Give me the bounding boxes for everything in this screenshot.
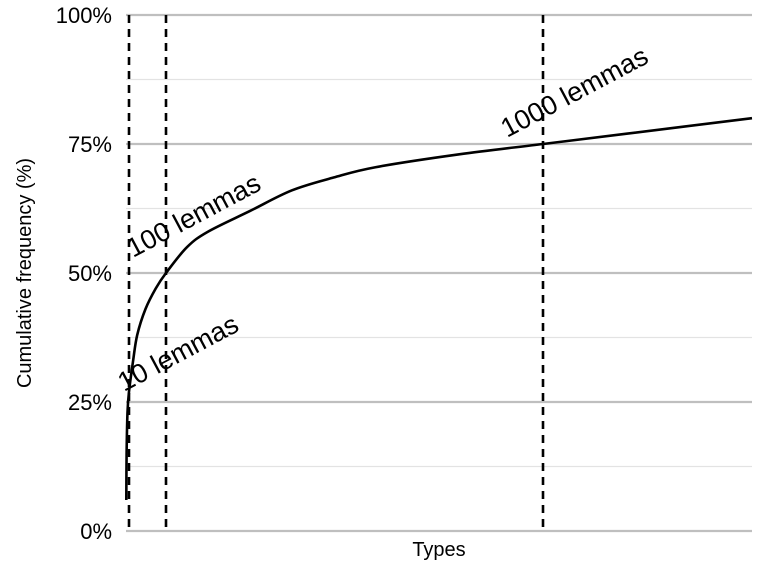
y-tick-label: 0% xyxy=(80,519,112,544)
reference-annotation: 10 lemmas xyxy=(113,309,244,397)
y-axis-title: Cumulative frequency (%) xyxy=(14,158,36,388)
y-tick-label: 100% xyxy=(56,3,112,28)
grid-lines xyxy=(126,13,752,533)
y-tick-labels: 0% 25% 50% 75% 100% xyxy=(56,3,112,544)
series-line xyxy=(125,116,753,501)
reference-annotations: 10 lemmas 100 lemmas 1000 lemmas xyxy=(113,41,653,398)
reference-annotation: 100 lemmas xyxy=(122,168,266,264)
y-tick-label: 25% xyxy=(68,390,112,415)
reference-annotation: 1000 lemmas xyxy=(496,41,653,144)
series-layer xyxy=(125,116,753,501)
y-tick-label: 50% xyxy=(68,261,112,286)
y-tick-label: 75% xyxy=(68,132,112,157)
x-axis-title: Types xyxy=(412,539,465,561)
